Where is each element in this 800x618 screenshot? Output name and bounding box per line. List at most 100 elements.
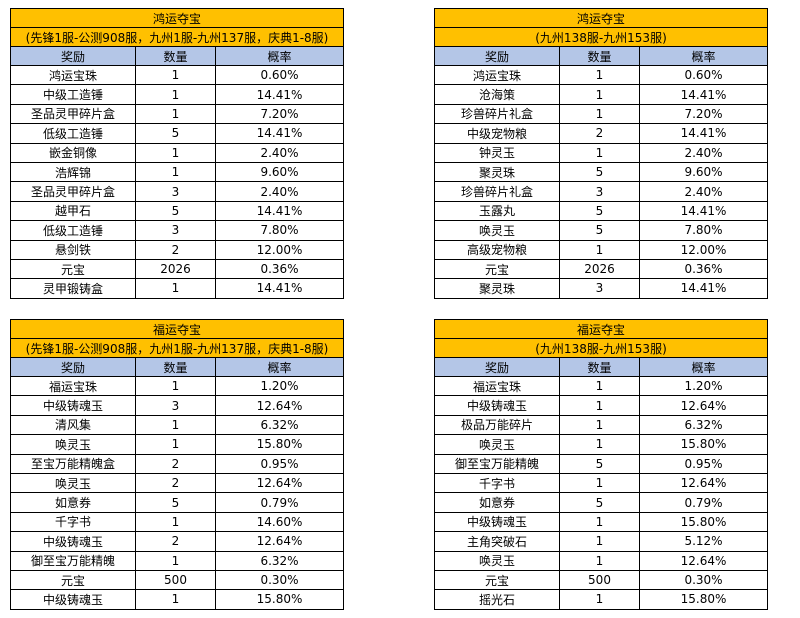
prize-name: 元宝 — [434, 258, 560, 280]
prize-name: 御至宝万能精魄 — [434, 453, 560, 474]
probability: 0.30% — [214, 569, 345, 591]
data-row: 元宝 2026 0.36% — [434, 258, 769, 280]
prize-name: 极品万能碎片 — [434, 414, 560, 436]
prize-name: 玉露丸 — [434, 200, 560, 222]
probability: 9.60% — [214, 161, 345, 183]
prize-table: 鸿运夺宝 (九州138服-九州153服) 奖励 数量 概率 鸿运宝珠 1 0.60% 沧海策 1 1… — [433, 8, 769, 299]
subtitle-row: (九州138服-九州153服) — [433, 27, 769, 47]
probability: 7.20% — [214, 103, 345, 125]
title-row: 福运夺宝 — [9, 319, 345, 339]
prize-name: 低级工造锤 — [10, 123, 136, 144]
quantity: 3 — [559, 278, 640, 299]
probability: 14.41% — [214, 278, 345, 299]
header-row: 奖励 数量 概率 — [434, 46, 769, 66]
quantity: 1 — [559, 142, 640, 163]
quantity: 1 — [135, 550, 216, 571]
quantity: 1 — [559, 84, 640, 105]
prize-name: 唤灵玉 — [434, 434, 560, 455]
quantity: 1 — [559, 414, 640, 436]
data-row: 珍兽碎片礼盒 3 2.40% — [434, 181, 769, 202]
quantity: 1 — [135, 103, 216, 125]
prize-name: 中级工造锤 — [10, 84, 136, 105]
prize-name: 福运宝珠 — [10, 375, 136, 397]
prize-name: 唤灵玉 — [10, 434, 136, 455]
probability: 6.32% — [638, 414, 769, 436]
prize-name: 悬剑铁 — [10, 239, 136, 260]
quantity: 3 — [135, 181, 216, 202]
column-header: 数量 — [135, 46, 216, 66]
probability: 0.36% — [214, 258, 345, 280]
data-row: 唤灵玉 1 12.64% — [434, 550, 769, 571]
probability: 14.41% — [638, 200, 769, 222]
probability: 0.79% — [638, 492, 769, 513]
probability: 7.80% — [638, 220, 769, 241]
prize-name: 千字书 — [434, 472, 560, 494]
quantity: 5 — [559, 200, 640, 222]
column-header: 奖励 — [10, 46, 136, 66]
data-row: 御至宝万能精魄 1 6.32% — [10, 550, 345, 571]
quantity: 1 — [559, 64, 640, 86]
subtitle-row: (先锋1服-公测908服，九州1服-九州137服，庆典1-8服) — [9, 27, 345, 47]
quantity: 1 — [135, 511, 216, 533]
table-subtitle: (九州138服-九州153服) — [433, 338, 769, 358]
probability: 0.79% — [214, 492, 345, 513]
quantity: 1 — [135, 589, 216, 610]
probability: 2.40% — [638, 142, 769, 163]
quantity: 1 — [135, 414, 216, 436]
quantity: 5 — [559, 161, 640, 183]
data-row: 中级铸魂玉 1 15.80% — [434, 511, 769, 533]
data-row: 中级铸魂玉 3 12.64% — [10, 395, 345, 416]
probability: 7.80% — [214, 220, 345, 241]
prize-name: 钟灵玉 — [434, 142, 560, 163]
column-header: 概率 — [214, 357, 345, 377]
probability: 12.64% — [214, 531, 345, 552]
data-row: 福运宝珠 1 1.20% — [10, 375, 345, 397]
prize-name: 高级宠物粮 — [434, 239, 560, 260]
probability: 15.80% — [638, 511, 769, 533]
prize-name: 越甲石 — [10, 200, 136, 222]
probability: 15.80% — [214, 589, 345, 610]
data-row: 摇光石 1 15.80% — [434, 589, 769, 610]
probability: 12.00% — [214, 239, 345, 260]
probability: 0.60% — [214, 64, 345, 86]
quantity: 1 — [135, 161, 216, 183]
header-row: 奖励 数量 概率 — [434, 357, 769, 377]
prize-name: 御至宝万能精魄 — [10, 550, 136, 571]
data-row: 玉露丸 5 14.41% — [434, 200, 769, 222]
probability: 6.32% — [214, 550, 345, 571]
prize-name: 聚灵珠 — [434, 278, 560, 299]
probability: 9.60% — [638, 161, 769, 183]
quantity: 1 — [135, 64, 216, 86]
quantity: 2 — [135, 453, 216, 474]
quantity: 1 — [559, 375, 640, 397]
quantity: 2026 — [135, 258, 216, 280]
prize-name: 圣品灵甲碎片盒 — [10, 103, 136, 125]
probability: 7.20% — [638, 103, 769, 125]
quantity: 1 — [135, 434, 216, 455]
probability: 1.20% — [638, 375, 769, 397]
quantity: 500 — [559, 569, 640, 591]
prize-name: 低级工造锤 — [10, 220, 136, 241]
probability: 2.40% — [638, 181, 769, 202]
data-row: 嵌金铜像 1 2.40% — [10, 142, 345, 163]
column-header: 概率 — [638, 46, 769, 66]
quantity: 1 — [559, 550, 640, 571]
column-header: 数量 — [559, 357, 640, 377]
column-header: 数量 — [135, 357, 216, 377]
data-row: 鸿运宝珠 1 0.60% — [10, 64, 345, 86]
quantity: 1 — [559, 103, 640, 125]
quantity: 2026 — [559, 258, 640, 280]
table-subtitle: (先锋1服-公测908服，九州1服-九州137服，庆典1-8服) — [9, 338, 345, 358]
data-row: 元宝 2026 0.36% — [10, 258, 345, 280]
prize-name: 如意券 — [434, 492, 560, 513]
data-row: 钟灵玉 1 2.40% — [434, 142, 769, 163]
prize-name: 唤灵玉 — [434, 220, 560, 241]
column-header: 奖励 — [10, 357, 136, 377]
table-body: 福运夺宝 (先锋1服-公测908服，九州1服-九州137服，庆典1-8服) 奖励 数量… — [9, 319, 345, 610]
column-header: 概率 — [638, 357, 769, 377]
probability: 0.95% — [638, 453, 769, 474]
subtitle-row: (九州138服-九州153服) — [433, 338, 769, 358]
probability: 0.30% — [638, 569, 769, 591]
subtitle-row: (先锋1服-公测908服，九州1服-九州137服，庆典1-8服) — [9, 338, 345, 358]
